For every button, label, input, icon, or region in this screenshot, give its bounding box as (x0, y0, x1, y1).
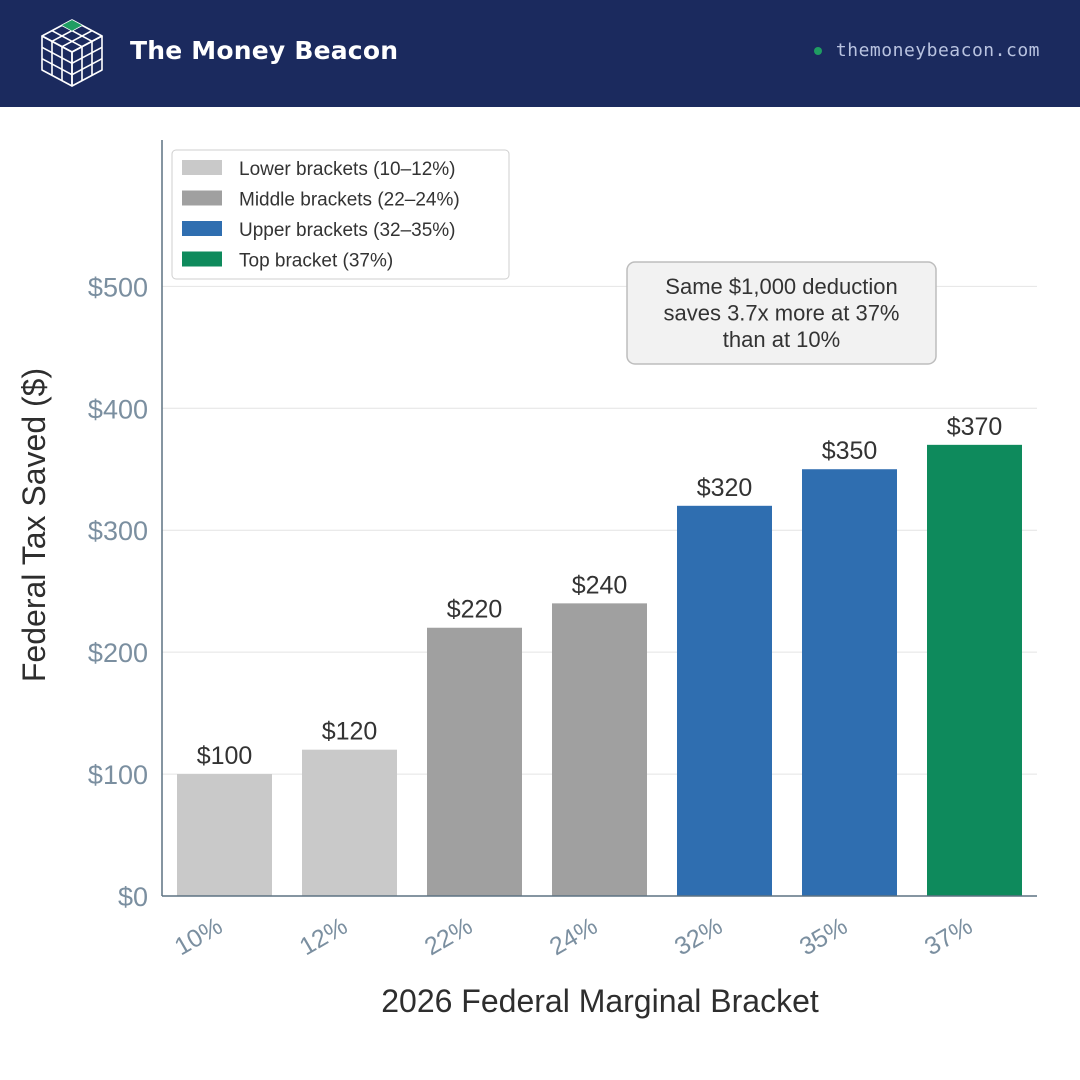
brand-name: The Money Beacon (130, 36, 399, 65)
legend-label: Middle brackets (22–24%) (239, 190, 460, 211)
bar[interactable] (677, 505, 772, 896)
bar-chart: $100$120$220$240$320$350$370 $0$100$200$… (16, 140, 1037, 1019)
x-tick-label: 32% (670, 912, 727, 961)
bar[interactable] (427, 627, 522, 896)
x-tick-label: 12% (295, 912, 352, 961)
bar[interactable] (177, 774, 272, 896)
legend-label: Upper brackets (32–35%) (239, 220, 456, 241)
cube-grid-icon (41, 19, 103, 87)
legend-swatch (182, 251, 222, 267)
y-tick-label: $100 (88, 760, 148, 790)
bar[interactable] (802, 469, 897, 896)
x-tick-label: 35% (795, 912, 852, 961)
x-tick-labels: 10% 12% 22% 24% 32% 35% 37% (170, 912, 977, 961)
bar-value-label: $350 (822, 437, 878, 465)
legend-label: Top bracket (37%) (239, 251, 393, 272)
bar-value-label: $240 (572, 571, 628, 599)
site-url[interactable]: themoneybeacon.com (813, 40, 1040, 61)
bar-value-label: $320 (697, 474, 753, 502)
y-tick-label: $300 (88, 516, 148, 546)
y-tick-labels: $0 $100 $200 $300 $400 $500 (88, 272, 148, 912)
x-tick-label: 22% (420, 912, 477, 961)
x-tick-label: 37% (920, 912, 977, 961)
bar-value-label: $220 (447, 596, 503, 624)
y-tick-label: $200 (88, 638, 148, 668)
legend: Lower brackets (10–12%) Middle brackets (… (171, 149, 510, 280)
legend-label: Lower brackets (10–12%) (239, 159, 456, 180)
site-url-text: themoneybeacon.com (835, 40, 1040, 61)
x-tick-label: 10% (170, 912, 227, 961)
header-bar: The Money Beacon themoneybeacon.com (0, 0, 1080, 107)
annotation-box-bg (626, 261, 937, 365)
x-tick-label: 24% (545, 912, 602, 961)
bar-value-label: $120 (322, 718, 378, 746)
annotation-text: than at 10% (723, 327, 840, 352)
y-tick-label: $500 (88, 272, 148, 302)
bar[interactable] (302, 749, 397, 896)
bar-value-labels: $100 $120 $220 $240 $320 $350 $370 (197, 413, 1003, 770)
bar[interactable] (552, 603, 647, 896)
bar-value-label: $100 (197, 742, 253, 770)
legend-swatch (182, 190, 222, 206)
bars (177, 444, 1022, 896)
x-axis-title: 2026 Federal Marginal Bracket (381, 983, 819, 1019)
legend-swatch (182, 160, 222, 175)
annotation-text: Same $1,000 deduction (665, 274, 897, 299)
y-tick-label: $0 (118, 882, 148, 912)
status-dot-icon (813, 46, 822, 55)
legend-swatch (182, 221, 222, 236)
bar-value-label: $370 (947, 413, 1003, 441)
y-tick-label: $400 (88, 394, 148, 424)
legend-box (171, 149, 510, 280)
bar[interactable] (927, 444, 1022, 896)
y-axis-title: Federal Tax Saved ($) (16, 368, 52, 682)
annotation-text: saves 3.7x more at 37% (663, 301, 899, 326)
